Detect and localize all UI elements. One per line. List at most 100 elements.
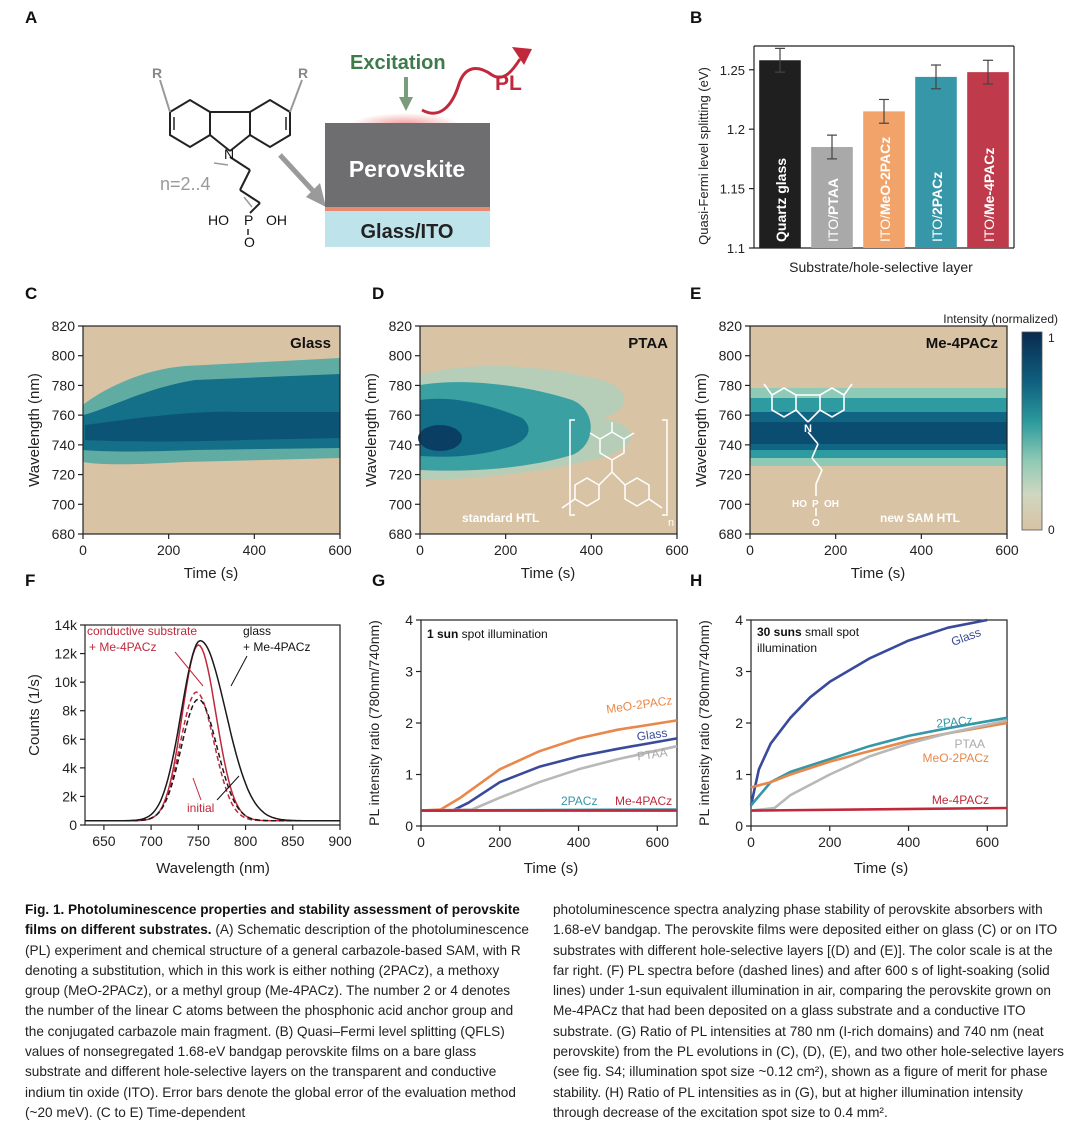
ratio-series-line [749, 618, 988, 806]
g-series-label-glass: Glass [636, 726, 668, 744]
panel-h-xlabel: Time (s) [854, 860, 908, 877]
panel-label-c: C [25, 284, 38, 303]
hm-ytick-label: 780 [389, 377, 413, 393]
colorbar [1021, 331, 1043, 531]
f-ytick-label: 14k [54, 617, 78, 633]
ratio-ytick-label: 2 [405, 715, 413, 731]
hm-ytick-label: 760 [389, 407, 413, 423]
p-label: P [244, 212, 253, 228]
caption-right: photoluminescence spectra analyzing phas… [553, 900, 1065, 1123]
panel-f-ylabel: Counts (1/s) [26, 674, 43, 756]
ratio-xtick-label: 200 [488, 834, 512, 850]
b-bar [863, 111, 905, 249]
ratio-xtick-label: 400 [567, 834, 591, 850]
b-bar-label: ITO/MeO-2PACz [877, 137, 893, 242]
h-series-label-meo2pacz: MeO-2PACz [923, 751, 989, 765]
panel-g-ylabel: PL intensity ratio (780nm/740nm) [366, 620, 382, 826]
panel-e-ylabel: Wavelength (nm) [693, 373, 710, 487]
oh-label: OH [266, 212, 287, 228]
h-series-label-2pacz: 2PACz [936, 713, 974, 731]
hm-ytick-label: 700 [52, 496, 76, 512]
hm-xtick-label: 200 [157, 542, 181, 558]
glass-ito-layer [325, 211, 490, 247]
f-label-conductive-1: conductive substrate [87, 624, 197, 638]
perovskite-label: Perovskite [349, 156, 465, 182]
f-label-initial: initial [187, 801, 214, 815]
f-xtick-label: 900 [328, 833, 352, 849]
f-ytick-label: 4k [62, 760, 78, 776]
h-series-label-me4pacz: Me-4PACz [932, 793, 989, 807]
me4pacz-structure [763, 383, 853, 516]
f-xtick-label: 800 [234, 833, 258, 849]
panel-g-chart: PL intensity ratio (780nm/740nm) Time (s… [366, 612, 678, 877]
hm-ytick-label: 780 [52, 377, 76, 393]
hm-ytick-label: 800 [52, 348, 76, 364]
g-note-rest: spot illumination [458, 627, 547, 641]
hm-xtick-label: 400 [910, 542, 934, 558]
hm-ytick-label: 760 [52, 407, 76, 423]
svg-text:1 sun spot illumination: 1 sun spot illumination [427, 627, 548, 641]
ratio-xtick-label: 0 [747, 834, 755, 850]
panel-e-title: Me-4PACz [926, 335, 998, 352]
hm-ytick-label: 800 [719, 348, 743, 364]
ratio-series-line [750, 719, 1008, 812]
ratio-xtick-label: 200 [818, 834, 842, 850]
panel-d-title: PTAA [628, 335, 668, 352]
ratio-ytick-label: 3 [405, 664, 413, 680]
hm-ytick-label: 720 [389, 467, 413, 483]
hm-ytick-label: 760 [719, 407, 743, 423]
caption-left-text: (A) Schematic description of the photolu… [25, 922, 529, 1120]
hm-xtick-label: 0 [79, 542, 87, 558]
f-ytick-label: 2k [62, 788, 78, 804]
b-bar [759, 60, 801, 249]
h-note-bold: 30 suns [757, 625, 802, 639]
b-bar-label: ITO/2PACz [929, 172, 945, 242]
sam-ho-label: HO [792, 499, 807, 510]
pl-emission-arrow-icon [421, 47, 532, 115]
nitrogen-label: N [224, 146, 234, 162]
ratio-series-line [420, 719, 678, 812]
hm-xtick-label: 600 [995, 542, 1019, 558]
panel-label-e: E [690, 284, 702, 303]
hm-ytick-label: 700 [389, 496, 413, 512]
panel-a-schematic: R R N n=2..4 HO P OH O Perovskite Glass/… [152, 47, 532, 250]
sam-p-label: P [812, 499, 819, 510]
panel-d-xlabel: Time (s) [521, 565, 575, 582]
ratio-ytick-label: 2 [735, 715, 743, 731]
f-ytick-label: 10k [54, 674, 78, 690]
ptaa-subscript: n [668, 517, 674, 529]
panel-f-xlabel: Wavelength (nm) [156, 860, 270, 877]
f-ytick-label: 12k [54, 646, 78, 662]
ratio-xtick-label: 600 [976, 834, 1000, 850]
g-series-label-ptaa: PTAA [636, 745, 668, 763]
panel-e-xlabel: Time (s) [851, 565, 905, 582]
ratio-ytick-label: 4 [735, 612, 743, 628]
ratio-ytick-label: 0 [735, 818, 743, 834]
colorbar-max: 1 [1048, 331, 1055, 345]
hm-xtick-label: 400 [580, 542, 604, 558]
ratio-ytick-label: 1 [735, 767, 743, 783]
hm-xtick-label: 200 [494, 542, 518, 558]
f-ytick-label: 6k [62, 731, 78, 747]
hm-ytick-label: 680 [52, 526, 76, 542]
f-xtick-label: 700 [139, 833, 163, 849]
b-ytick-label: 1.1 [727, 241, 745, 256]
f-xtick-label: 850 [281, 833, 305, 849]
hm-ytick-label: 800 [389, 348, 413, 364]
g-series-label-2pacz: 2PACz [561, 794, 597, 808]
carbazole-structure [169, 98, 291, 214]
panel-b-ylabel: Quasi-Fermi level splitting (eV) [696, 67, 711, 245]
hm-xtick-label: 600 [328, 542, 352, 558]
hm-ytick-label: 680 [389, 526, 413, 542]
excitation-arrow-icon [399, 77, 413, 111]
panel-g-xlabel: Time (s) [524, 860, 578, 877]
panel-f-chart: Counts (1/s) Wavelength (nm) 0 2k 4k 6k 8k 10… [26, 617, 352, 877]
panel-d-ylabel: Wavelength (nm) [363, 373, 380, 487]
g-series-label-meo2pacz: MeO-2PACz [605, 693, 673, 716]
f-ytick-label: 8k [62, 703, 78, 719]
hm-ytick-label: 700 [719, 496, 743, 512]
panel-c-title: Glass [290, 335, 331, 352]
hm-xtick-label: 600 [665, 542, 689, 558]
hm-ytick-label: 780 [719, 377, 743, 393]
f-xtick-label: 750 [187, 833, 211, 849]
